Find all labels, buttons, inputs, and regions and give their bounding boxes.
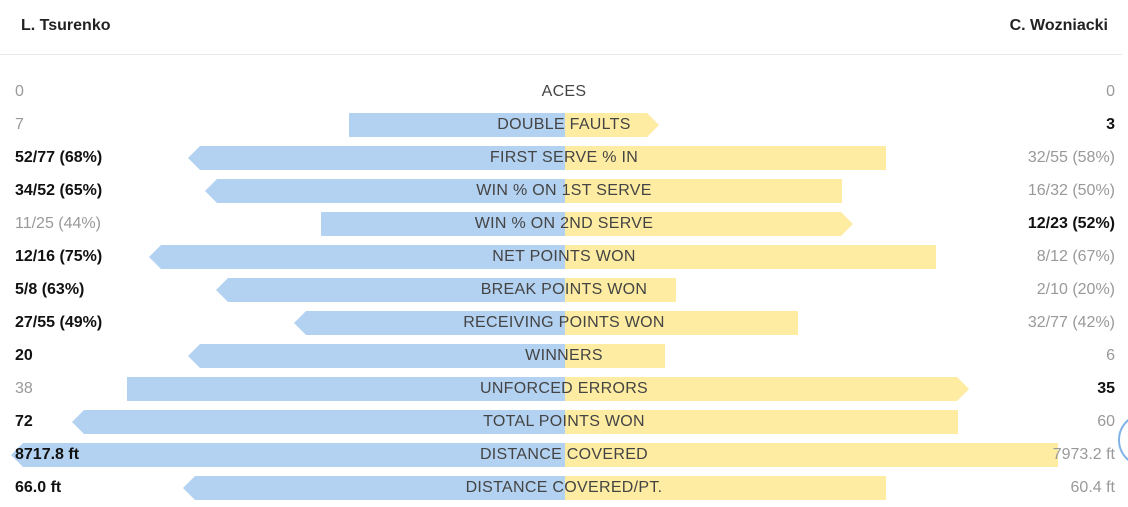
right-stat-bar [565, 179, 842, 203]
right-stat-value: 2/10 (20%) [1036, 281, 1115, 298]
stat-label: TOTAL POINTS WON [483, 413, 645, 430]
left-stat-bar [127, 377, 565, 401]
stat-label: UNFORCED ERRORS [479, 380, 649, 397]
stat-row: NET POINTS WON 12/16 (75%) 8/12 (67%) [0, 235, 1128, 269]
right-stat-bar [565, 476, 886, 500]
right-stat-bar [565, 344, 665, 368]
left-stat-value: 52/77 (68%) [15, 149, 103, 166]
left-stat-bar [205, 179, 565, 203]
right-stat-value: 3 [1106, 116, 1115, 133]
left-stat-value: 38 [15, 380, 33, 397]
player-left-name: L. Tsurenko [21, 17, 111, 34]
right-stat-value: 35 [1097, 380, 1115, 397]
stat-label: RECEIVING POINTS WON [463, 314, 665, 331]
stat-label: NET POINTS WON [492, 248, 636, 265]
right-stat-bar [565, 410, 958, 434]
left-stat-value: 8717.8 ft [15, 446, 80, 463]
stat-label: DISTANCE COVERED/PT. [465, 479, 663, 496]
left-stat-bar [294, 311, 565, 335]
stat-row: BREAK POINTS WON 5/8 (63%) 2/10 (20%) [0, 268, 1128, 302]
right-stat-value: 7973.2 ft [1052, 446, 1115, 463]
stat-label: WIN % ON 2ND SERVE [474, 215, 654, 232]
right-stat-bar [565, 146, 886, 170]
stat-label: FIRST SERVE % IN [489, 149, 639, 166]
left-stat-value: 66.0 ft [15, 479, 62, 496]
right-stat-value: 32/77 (42%) [1027, 314, 1115, 331]
stat-row: TOTAL POINTS WON 72 60 [0, 400, 1128, 434]
stat-row: FIRST SERVE % IN 52/77 (68%) 32/55 (58%) [0, 136, 1128, 170]
right-stat-value: 12/23 (52%) [1027, 215, 1115, 232]
stat-label: WIN % ON 1ST SERVE [476, 182, 652, 199]
right-stat-bar [565, 278, 676, 302]
left-stat-bar [149, 245, 565, 269]
left-stat-value: 7 [15, 116, 24, 133]
left-stat-value: 12/16 (75%) [15, 248, 103, 265]
right-stat-value: 16/32 (50%) [1027, 182, 1115, 199]
right-stat-value: 60.4 ft [1070, 479, 1115, 496]
stat-row: DISTANCE COVERED/PT. 66.0 ft 60.4 ft [0, 466, 1128, 500]
stat-label: ACES [541, 83, 587, 100]
left-stat-value: 27/55 (49%) [15, 314, 103, 331]
right-stat-value: 8/12 (67%) [1036, 248, 1115, 265]
left-stat-bar [72, 410, 565, 434]
right-stat-bar [565, 377, 969, 401]
player-right-name: C. Wozniacki [1009, 17, 1108, 34]
stat-row: WINNERS 20 6 [0, 334, 1128, 368]
left-stat-bar [321, 212, 565, 236]
stat-row: DOUBLE FAULTS 7 3 [0, 103, 1128, 137]
right-stat-bar [565, 113, 659, 137]
right-stat-bar [565, 245, 936, 269]
right-stat-bar [565, 212, 853, 236]
left-stat-value: 5/8 (63%) [15, 281, 85, 298]
stat-label: DISTANCE COVERED [479, 446, 649, 463]
left-stat-bar [188, 344, 565, 368]
left-stat-bar [11, 443, 565, 467]
stat-row: WIN % ON 2ND SERVE 11/25 (44%) 12/23 (52%) [0, 202, 1128, 236]
stat-row: RECEIVING POINTS WON 27/55 (49%) 32/77 (42… [0, 301, 1128, 335]
right-stat-value: 0 [1106, 83, 1115, 100]
stat-row: UNFORCED ERRORS 38 35 [0, 367, 1128, 401]
left-stat-value: 0 [15, 83, 24, 100]
players-header: L. Tsurenko C. Wozniacki [0, 0, 1122, 55]
stat-row: WIN % ON 1ST SERVE 34/52 (65%) 16/32 (50%) [0, 169, 1128, 203]
left-stat-bar [216, 278, 565, 302]
left-stat-bar [188, 146, 565, 170]
stat-label: BREAK POINTS WON [480, 281, 648, 298]
right-stat-value: 32/55 (58%) [1027, 149, 1115, 166]
right-stat-value: 6 [1106, 347, 1115, 364]
stat-label: DOUBLE FAULTS [497, 116, 631, 133]
left-stat-value: 34/52 (65%) [15, 182, 103, 199]
right-stat-bar [565, 311, 798, 335]
stat-label: WINNERS [525, 347, 603, 364]
right-stat-value: 60 [1097, 413, 1115, 430]
right-stat-bar [565, 443, 1058, 467]
left-stat-bar [349, 113, 565, 137]
stat-row: ACES 0 0 [0, 70, 1128, 103]
stat-row: DISTANCE COVERED 8717.8 ft 7973.2 ft [0, 433, 1128, 467]
left-stat-value: 72 [15, 413, 33, 430]
left-stat-value: 20 [15, 347, 33, 364]
left-stat-value: 11/25 (44%) [15, 215, 101, 232]
left-stat-bar [183, 476, 565, 500]
